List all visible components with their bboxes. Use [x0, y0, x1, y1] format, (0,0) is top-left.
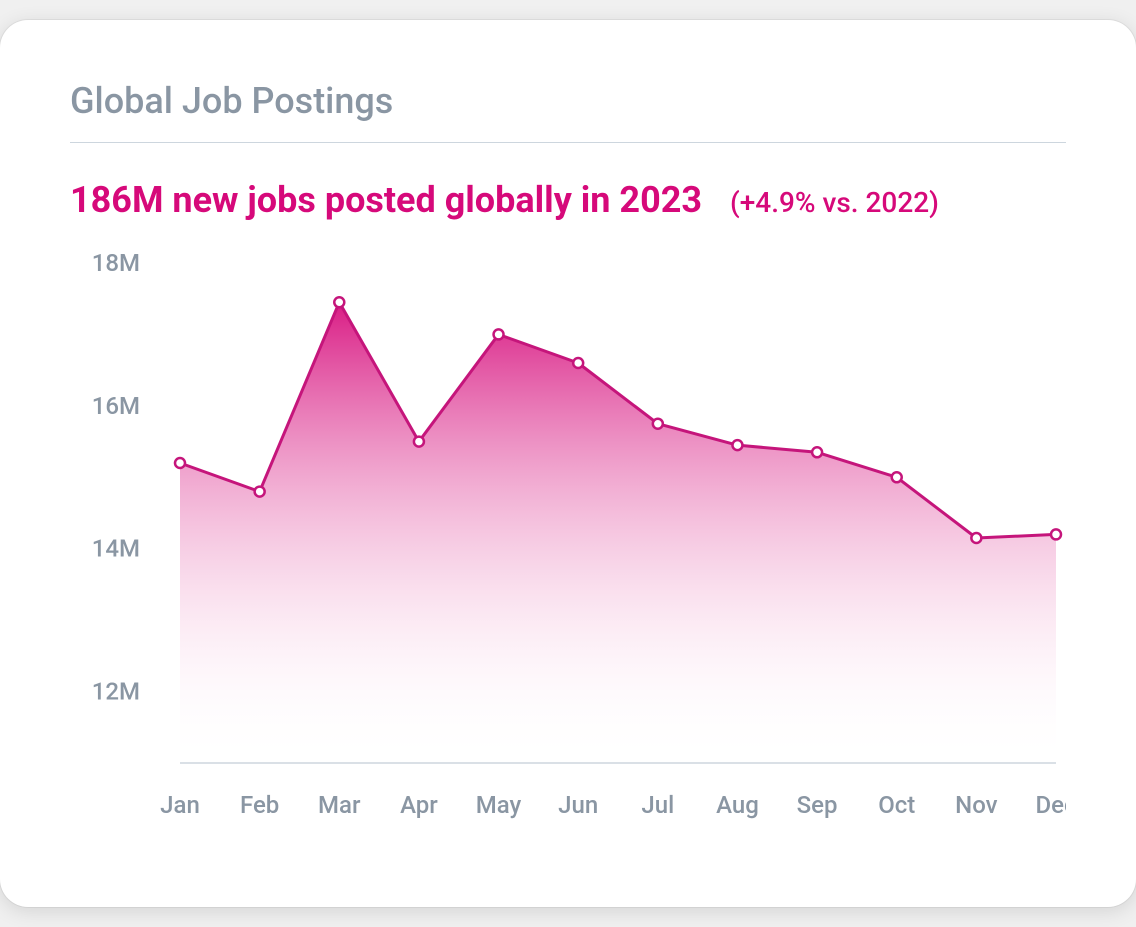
x-tick-label: Feb: [240, 791, 279, 819]
chart-marker: [175, 458, 185, 468]
chart-marker: [971, 533, 981, 543]
chart-card: Global Job Postings 186M new jobs posted…: [0, 20, 1136, 907]
x-tick-label: Oct: [878, 791, 915, 819]
y-tick-label: 12M: [92, 678, 140, 706]
headline-row: 186M new jobs posted globally in 2023 (+…: [70, 179, 1066, 221]
sub-headline-text: (+4.9% vs. 2022): [730, 186, 939, 219]
x-tick-label: Jan: [160, 791, 200, 819]
chart-marker: [414, 437, 424, 447]
card-title: Global Job Postings: [70, 80, 1066, 122]
divider: [70, 142, 1066, 143]
chart-marker: [732, 440, 742, 450]
chart-marker: [653, 419, 663, 429]
x-tick-label: Apr: [400, 791, 438, 819]
chart-container: 18M 16M 14M 12M Jan Feb Mar Apr May Jun Jul Aug Sep O…: [70, 253, 1066, 853]
y-tick-label: 16M: [92, 392, 140, 420]
chart-marker: [573, 358, 583, 368]
x-tick-label: Aug: [716, 791, 759, 819]
area-chart: 18M 16M 14M 12M Jan Feb Mar Apr May Jun Jul Aug Sep O…: [70, 253, 1066, 853]
x-tick-label: Dec: [1035, 791, 1066, 819]
chart-marker: [255, 487, 265, 497]
headline-text: 186M new jobs posted globally in 2023: [70, 179, 702, 221]
chart-marker: [334, 297, 344, 307]
x-tick-label: Nov: [955, 791, 997, 819]
y-tick-label: 18M: [92, 253, 140, 277]
x-tick-label: May: [476, 791, 522, 819]
x-tick-label: Mar: [318, 791, 361, 819]
chart-marker: [892, 472, 902, 482]
y-tick-label: 14M: [92, 535, 140, 563]
chart-marker: [1051, 529, 1061, 539]
chart-marker: [812, 447, 822, 457]
x-tick-label: Jul: [641, 791, 674, 819]
x-tick-label: Sep: [797, 791, 838, 819]
chart-marker: [494, 329, 504, 339]
x-tick-label: Jun: [558, 791, 598, 819]
